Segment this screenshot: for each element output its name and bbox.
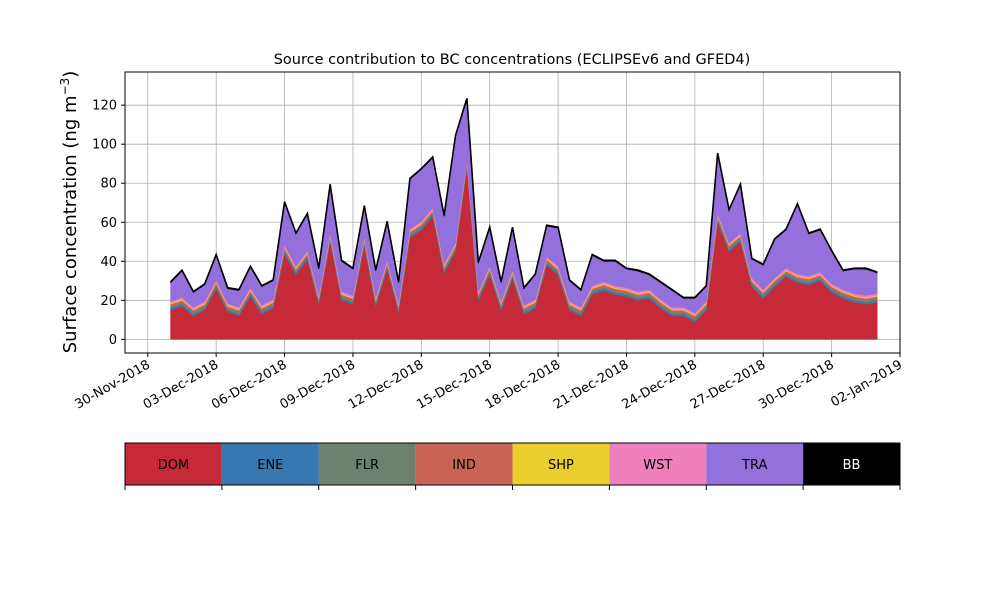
legend-colorbar: DOM ENE FLR IND SHP WST TRA BB xyxy=(124,442,901,490)
x-tick-label: 06-Dec-2018 xyxy=(209,357,289,412)
series-area-tra xyxy=(170,99,878,314)
y-axis-label-close: ) xyxy=(60,71,81,78)
legend-swatch-ene xyxy=(221,443,319,485)
legend-swatch-wst xyxy=(609,443,707,485)
legend-swatch-tra xyxy=(706,443,804,485)
chart-title: Source contribution to BC concentrations… xyxy=(274,52,751,68)
legend-label: DOM xyxy=(158,458,189,473)
y-axis-label-superscript: −3 xyxy=(58,78,72,96)
x-tick-label: 15-Dec-2018 xyxy=(414,357,494,412)
legend-swatch-dom xyxy=(125,443,222,485)
total-outline xyxy=(170,98,878,299)
x-tick-label: 18-Dec-2018 xyxy=(483,357,563,412)
y-tick-label: 120 xyxy=(92,99,117,114)
x-tick-label: 21-Dec-2018 xyxy=(551,357,631,412)
legend-swatch-flr xyxy=(318,443,416,485)
x-tick-label: 27-Dec-2018 xyxy=(688,357,768,412)
x-tick-label: 02-Jan-2019 xyxy=(828,357,905,410)
y-axis-label: Surface concentration (ng m−3) xyxy=(58,71,81,354)
x-tick-label: 03-Dec-2018 xyxy=(141,357,221,412)
legend-swatch-ind xyxy=(415,443,513,485)
legend-label: FLR xyxy=(355,458,379,473)
x-axis-ticks: 30-Nov-201803-Dec-201806-Dec-201809-Dec-… xyxy=(73,353,905,413)
y-axis-ticks: 0 20 40 60 80 100 120 xyxy=(92,99,125,348)
plot-frame xyxy=(124,71,901,354)
x-tick-label: 12-Dec-2018 xyxy=(346,357,426,412)
y-tick-label: 0 xyxy=(109,333,117,348)
legend-label: ENE xyxy=(257,458,283,473)
legend-swatch-shp xyxy=(512,443,610,485)
legend-label: WST xyxy=(643,458,672,473)
legend-label: BB xyxy=(843,458,861,473)
y-tick-label: 100 xyxy=(92,138,117,153)
y-tick-label: 80 xyxy=(100,177,117,192)
x-tick-label: 30-Nov-2018 xyxy=(73,357,153,412)
y-tick-label: 60 xyxy=(100,216,117,231)
stacked-areas xyxy=(170,98,878,340)
legend-label: IND xyxy=(452,458,476,473)
legend-label: SHP xyxy=(548,458,574,473)
x-tick-label: 09-Dec-2018 xyxy=(278,357,358,412)
legend-label: TRA xyxy=(741,458,767,473)
y-tick-label: 20 xyxy=(100,294,117,309)
x-tick-label: 30-Dec-2018 xyxy=(756,357,836,412)
x-tick-label: 24-Dec-2018 xyxy=(619,357,699,412)
axes xyxy=(124,71,901,354)
legend-swatch-bb xyxy=(803,443,900,485)
y-tick-label: 40 xyxy=(100,255,117,270)
